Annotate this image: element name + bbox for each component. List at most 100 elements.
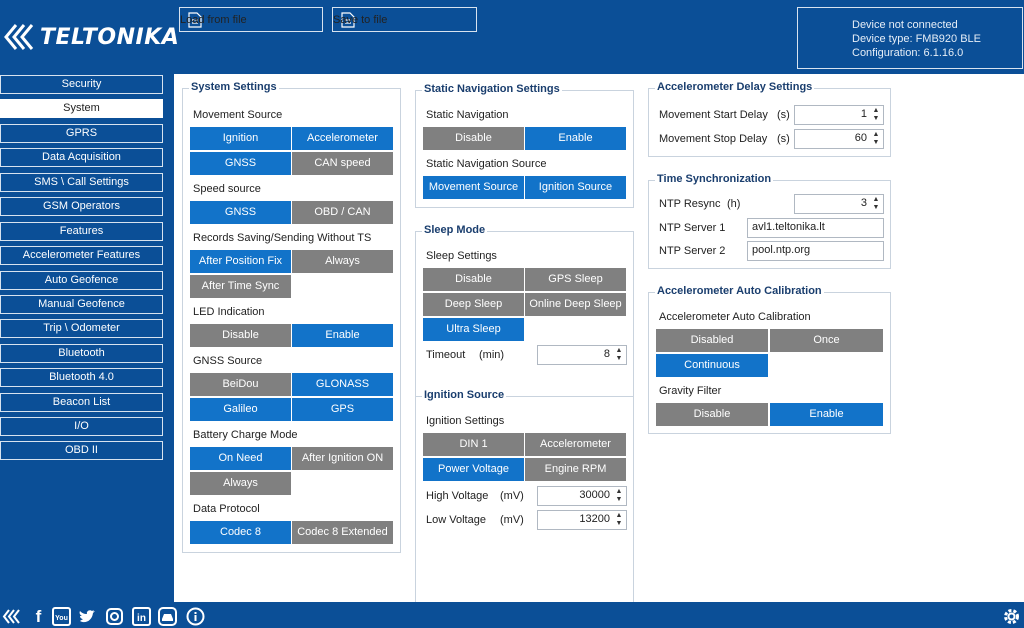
movement-gnss-button[interactable]: GNSS (190, 152, 291, 175)
ignition-engine-rpm-button[interactable]: Engine RPM (525, 458, 626, 481)
ntp-server2-label: NTP Server 2 (659, 245, 726, 257)
high-voltage-stepper[interactable]: 30000 ▲ ▼ (537, 486, 627, 506)
sidebar-item-data-acquisition[interactable]: Data Acquisition (0, 148, 163, 167)
sidebar-item-manual-geofence[interactable]: Manual Geofence (0, 295, 163, 314)
gravity-enable-button[interactable]: Enable (770, 403, 883, 426)
twitter-icon[interactable] (78, 607, 97, 626)
sidebar-item-features[interactable]: Features (0, 222, 163, 241)
top-bar: TELTONIKA Load from file Save to file De… (0, 0, 1024, 74)
static-nav-ignition-source-button[interactable]: Ignition Source (525, 176, 626, 199)
records-after-time-sync-button[interactable]: After Time Sync (190, 275, 291, 298)
battery-after-ignition-button[interactable]: After Ignition ON (292, 447, 393, 470)
status-connection: Device not connected (852, 19, 958, 31)
ntp-server1-input[interactable]: avl1.teltonika.lt (747, 218, 884, 238)
speed-obd-can-button[interactable]: OBD / CAN (292, 201, 393, 224)
gnss-gps-button[interactable]: GPS (292, 398, 393, 421)
led-enable-button[interactable]: Enable (292, 324, 393, 347)
movement-ignition-button[interactable]: Ignition (190, 127, 291, 150)
device-status-panel: Device not connected Device type: FMB920… (797, 7, 1023, 69)
static-nav-enable-button[interactable]: Enable (525, 127, 626, 150)
car-icon[interactable] (158, 607, 177, 626)
sleep-online-deep-sleep-button[interactable]: Online Deep Sleep (525, 293, 626, 316)
save-to-file-button[interactable]: Save to file (332, 7, 477, 32)
movement-stop-delay-stepper[interactable]: 60 ▲ ▼ (794, 129, 884, 149)
sleep-timeout-stepper[interactable]: 8 ▲ ▼ (537, 345, 627, 365)
spin-arrows-icon[interactable]: ▲ ▼ (615, 347, 623, 362)
sidebar-item-obd-ii[interactable]: OBD II (0, 441, 163, 460)
spin-arrows-icon[interactable]: ▲ ▼ (872, 131, 880, 146)
low-voltage-value: 13200 (579, 513, 610, 525)
records-always-button[interactable]: Always (292, 250, 393, 273)
records-after-fix-button[interactable]: After Position Fix (190, 250, 291, 273)
sidebar-item-gsm-operators[interactable]: GSM Operators (0, 197, 163, 216)
save-to-file-label: Save to file (333, 13, 388, 26)
gnss-glonass-button[interactable]: GLONASS (292, 373, 393, 396)
calibration-continuous-button[interactable]: Continuous (656, 354, 768, 377)
sidebar-item-io[interactable]: I/O (0, 417, 163, 436)
youtube-icon[interactable]: You (52, 607, 71, 626)
sidebar: Security System GPRS Data Acquisition SM… (0, 74, 174, 602)
teltonika-icon[interactable] (1, 607, 20, 626)
load-from-file-button[interactable]: Load from file (179, 7, 323, 32)
sidebar-item-gprs[interactable]: GPRS (0, 124, 163, 143)
static-nav-disable-button[interactable]: Disable (423, 127, 524, 150)
sleep-disable-button[interactable]: Disable (423, 268, 524, 291)
movement-start-delay-stepper[interactable]: 1 ▲ ▼ (794, 105, 884, 125)
sleep-deep-sleep-button[interactable]: Deep Sleep (423, 293, 524, 316)
sidebar-item-beacon-list[interactable]: Beacon List (0, 393, 163, 412)
sidebar-item-sms-call-settings[interactable]: SMS \ Call Settings (0, 173, 163, 192)
gnss-galileo-button[interactable]: Galileo (190, 398, 291, 421)
sidebar-item-auto-geofence[interactable]: Auto Geofence (0, 271, 163, 290)
ntp-resync-unit: (h) (727, 198, 741, 210)
teltonika-logo: TELTONIKA (2, 22, 179, 52)
ignition-din1-button[interactable]: DIN 1 (423, 433, 524, 456)
time-sync-panel: Time Synchronization NTP Resync (h) 3 ▲ ▼… (648, 173, 891, 269)
auto-calibration-label: Accelerometer Auto Calibration (659, 311, 811, 323)
gravity-disable-button[interactable]: Disable (656, 403, 768, 426)
protocol-codec8-button[interactable]: Codec 8 (190, 521, 291, 544)
ignition-accelerometer-button[interactable]: Accelerometer (525, 433, 626, 456)
battery-on-need-button[interactable]: On Need (190, 447, 291, 470)
info-icon[interactable] (186, 607, 205, 626)
sidebar-item-accelerometer-features[interactable]: Accelerometer Features (0, 246, 163, 265)
low-voltage-stepper[interactable]: 13200 ▲ ▼ (537, 510, 627, 530)
gnss-beidou-button[interactable]: BeiDou (190, 373, 291, 396)
movement-start-delay-value: 1 (860, 108, 867, 120)
speed-gnss-button[interactable]: GNSS (190, 201, 291, 224)
instagram-icon[interactable] (105, 607, 124, 626)
sleep-ultra-sleep-button[interactable]: Ultra Sleep (423, 318, 524, 341)
spin-arrows-icon[interactable]: ▲ ▼ (615, 512, 623, 527)
static-navigation-title: Static Navigation Settings (422, 83, 562, 95)
led-disable-button[interactable]: Disable (190, 324, 291, 347)
speed-source-label: Speed source (193, 183, 261, 195)
sidebar-item-bluetooth-4[interactable]: Bluetooth 4.0 (0, 368, 163, 387)
sidebar-item-trip-odometer[interactable]: Trip \ Odometer (0, 319, 163, 338)
static-navigation-panel: Static Navigation Settings Static Naviga… (415, 83, 634, 208)
svg-text:in: in (137, 613, 146, 624)
sidebar-item-security[interactable]: Security (0, 75, 163, 94)
spin-arrows-icon[interactable]: ▲ ▼ (872, 107, 880, 122)
spin-arrows-icon[interactable]: ▲ ▼ (872, 196, 880, 211)
sleep-gps-sleep-button[interactable]: GPS Sleep (525, 268, 626, 291)
spin-arrows-icon[interactable]: ▲ ▼ (615, 488, 623, 503)
sidebar-item-system[interactable]: System (0, 99, 163, 118)
calibration-once-button[interactable]: Once (770, 329, 883, 352)
protocol-codec8-ext-button[interactable]: Codec 8 Extended (292, 521, 393, 544)
file-save-icon (341, 11, 355, 28)
linkedin-icon[interactable]: in (132, 607, 151, 626)
ntp-server2-input[interactable]: pool.ntp.org (747, 241, 884, 261)
movement-accelerometer-button[interactable]: Accelerometer (292, 127, 393, 150)
movement-can-speed-button[interactable]: CAN speed (292, 152, 393, 175)
sleep-timeout-label: Timeout (426, 349, 466, 361)
ntp-resync-stepper[interactable]: 3 ▲ ▼ (794, 194, 884, 214)
static-nav-movement-source-button[interactable]: Movement Source (423, 176, 524, 199)
battery-always-button[interactable]: Always (190, 472, 291, 495)
facebook-icon[interactable]: f (35, 607, 42, 626)
calibration-disabled-button[interactable]: Disabled (656, 329, 768, 352)
movement-stop-delay-unit: (s) (777, 133, 790, 145)
gear-icon[interactable] (1002, 607, 1021, 626)
accelerometer-delay-panel: Accelerometer Delay Settings Movement St… (648, 81, 891, 157)
ignition-power-voltage-button[interactable]: Power Voltage (423, 458, 524, 481)
sidebar-item-bluetooth[interactable]: Bluetooth (0, 344, 163, 363)
records-saving-label: Records Saving/Sending Without TS (193, 232, 372, 244)
